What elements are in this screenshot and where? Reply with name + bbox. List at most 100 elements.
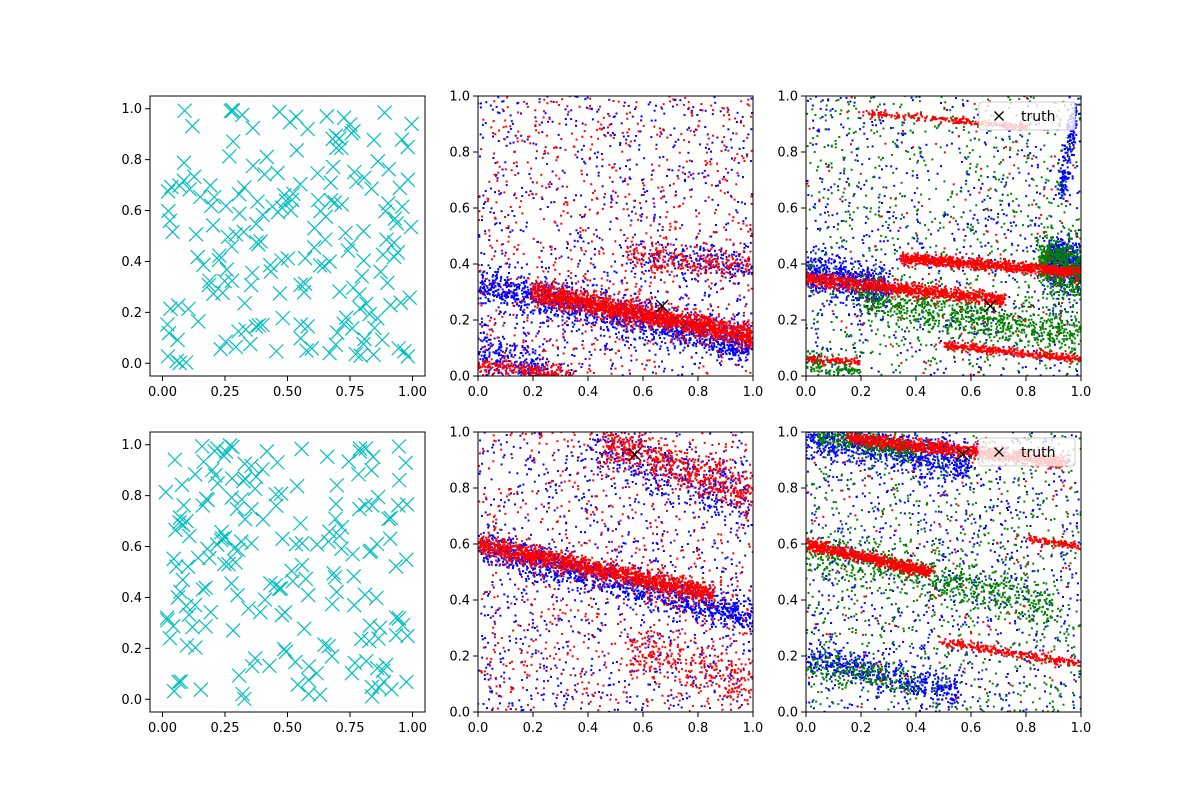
point <box>638 293 641 296</box>
point <box>600 123 603 126</box>
point <box>569 249 572 252</box>
point <box>674 267 676 270</box>
sample-point <box>169 353 185 369</box>
point <box>602 252 605 255</box>
point <box>605 344 607 347</box>
point <box>697 125 700 128</box>
point <box>567 310 570 313</box>
point <box>664 255 667 258</box>
point <box>691 114 694 117</box>
sample-point <box>306 240 322 255</box>
point <box>683 325 686 328</box>
point <box>641 179 643 182</box>
point <box>644 305 647 308</box>
point <box>619 142 622 144</box>
y-tick-label: 0.0 <box>121 357 142 372</box>
point <box>579 318 582 321</box>
point <box>523 286 526 289</box>
point <box>518 287 521 290</box>
point <box>545 134 548 137</box>
point <box>678 337 681 340</box>
point <box>688 141 690 143</box>
point <box>578 300 581 303</box>
point <box>704 164 707 166</box>
point <box>711 337 714 340</box>
point <box>655 143 658 146</box>
point <box>661 226 664 228</box>
sample-point <box>293 330 309 346</box>
point <box>611 166 614 169</box>
point <box>649 328 652 331</box>
point <box>543 110 545 113</box>
point <box>496 239 499 242</box>
point <box>628 347 630 350</box>
point <box>661 313 664 316</box>
point <box>582 287 585 290</box>
point <box>498 313 501 315</box>
point <box>586 371 589 374</box>
point <box>594 296 597 299</box>
point <box>641 271 644 274</box>
point <box>565 302 568 305</box>
point <box>705 351 708 354</box>
y-tick-label: 0.6 <box>121 204 142 219</box>
point <box>622 135 625 138</box>
point <box>731 343 734 346</box>
point <box>549 292 552 295</box>
point <box>700 318 703 321</box>
point <box>700 258 703 260</box>
point <box>485 285 488 288</box>
point <box>750 312 753 315</box>
point <box>579 299 582 302</box>
point <box>514 266 517 269</box>
point <box>582 229 584 232</box>
point <box>692 106 695 109</box>
sample-point <box>170 298 186 313</box>
point <box>513 285 516 288</box>
point <box>480 251 483 254</box>
point <box>593 253 596 256</box>
point <box>541 185 544 188</box>
point <box>560 138 563 140</box>
point <box>609 220 612 223</box>
point <box>722 343 725 345</box>
point <box>521 354 524 357</box>
sample-point <box>249 235 264 250</box>
point <box>712 266 715 268</box>
point <box>497 336 500 339</box>
point <box>709 322 712 325</box>
point <box>680 133 683 136</box>
point <box>684 96 687 99</box>
point <box>723 328 726 331</box>
point <box>663 112 666 115</box>
point <box>654 341 657 344</box>
point <box>539 358 541 361</box>
point <box>741 155 744 158</box>
point <box>517 364 520 367</box>
point <box>596 338 599 341</box>
point <box>609 134 612 136</box>
point <box>744 305 747 308</box>
point <box>713 254 716 257</box>
point <box>730 266 733 269</box>
point <box>549 303 552 306</box>
point <box>516 102 519 105</box>
point <box>662 321 665 324</box>
point <box>546 206 549 208</box>
point <box>660 322 663 325</box>
point <box>716 351 719 354</box>
point <box>505 227 508 230</box>
point <box>629 262 632 265</box>
point <box>575 303 577 306</box>
point <box>682 297 684 300</box>
point <box>547 288 550 291</box>
point <box>722 353 725 356</box>
point <box>566 290 569 293</box>
point <box>735 364 738 367</box>
point <box>619 306 622 309</box>
point <box>739 326 742 329</box>
point <box>659 331 662 334</box>
point <box>750 115 753 118</box>
point <box>488 351 491 354</box>
point <box>751 344 753 347</box>
